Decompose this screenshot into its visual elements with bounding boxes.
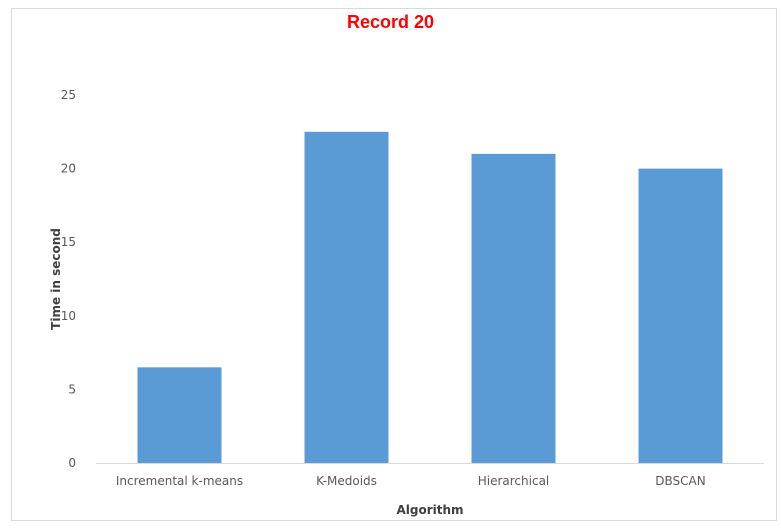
- bar: [137, 367, 222, 463]
- bar: [471, 153, 556, 463]
- y-tick-label: 25: [61, 88, 76, 102]
- bar: [638, 168, 723, 463]
- x-axis-ticks: Incremental k-means K-Medoids Hierarchical…: [116, 474, 706, 488]
- x-tick-label: K-Medoids: [316, 474, 377, 488]
- y-tick-label: 20: [61, 162, 76, 176]
- bar: [304, 131, 389, 464]
- x-tick-label: Incremental k-means: [116, 474, 243, 488]
- x-tick-label: Hierarchical: [478, 474, 550, 488]
- y-tick-label: 0: [68, 456, 76, 470]
- x-axis-title: Algorithm: [396, 503, 463, 517]
- bars: [137, 131, 723, 464]
- y-tick-label: 5: [68, 382, 76, 396]
- chart-title: Record 20: [346, 12, 435, 32]
- y-tick-label: 15: [61, 235, 76, 249]
- y-axis-ticks: 0 5 10 15 20 25: [61, 88, 76, 470]
- y-axis-title: Time in second: [49, 228, 63, 330]
- y-tick-label: 10: [61, 309, 76, 323]
- x-tick-label: DBSCAN: [655, 474, 705, 488]
